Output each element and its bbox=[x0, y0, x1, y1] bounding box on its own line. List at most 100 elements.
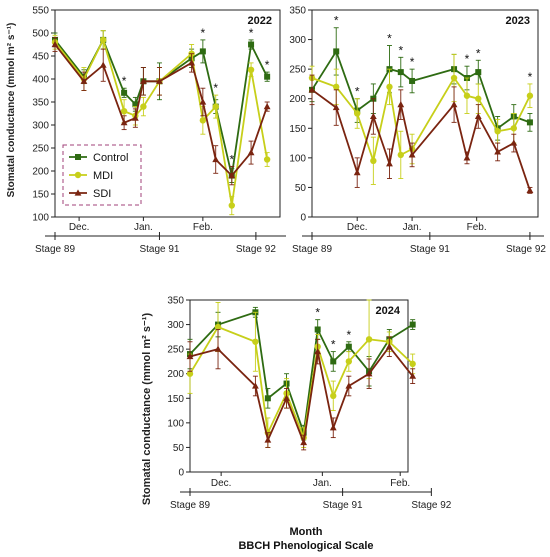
data-point bbox=[463, 154, 471, 161]
data-point bbox=[228, 202, 235, 209]
data-point bbox=[214, 323, 222, 331]
y-tick-label: 350 bbox=[32, 98, 49, 109]
month-label: Jan. bbox=[313, 478, 332, 489]
data-point bbox=[370, 157, 377, 165]
data-point bbox=[330, 358, 337, 365]
stage-label: Stage 92 bbox=[411, 500, 451, 511]
data-point bbox=[100, 36, 107, 44]
data-point bbox=[156, 77, 163, 84]
month-label: Dec. bbox=[211, 478, 232, 489]
data-point bbox=[308, 86, 316, 93]
series-sdi bbox=[186, 329, 417, 451]
data-point bbox=[264, 73, 271, 80]
panel-title: 2023 bbox=[506, 15, 530, 27]
y-tick-label: 150 bbox=[289, 124, 306, 135]
significance-asterisk: * bbox=[398, 43, 403, 57]
data-point bbox=[186, 370, 194, 377]
data-point bbox=[263, 103, 271, 110]
series-sdi bbox=[51, 37, 271, 186]
data-point bbox=[264, 436, 272, 443]
data-point bbox=[333, 48, 340, 55]
y-tick-label: 100 bbox=[32, 213, 49, 224]
data-point bbox=[494, 128, 501, 135]
month-label: Feb. bbox=[193, 222, 213, 233]
x-axis-label-month: Month bbox=[290, 526, 323, 538]
data-point bbox=[329, 424, 337, 431]
significance-asterisk: * bbox=[331, 338, 336, 352]
data-point bbox=[526, 92, 534, 99]
data-point bbox=[463, 92, 471, 99]
data-point bbox=[228, 172, 236, 179]
data-point bbox=[450, 74, 458, 82]
data-point bbox=[199, 48, 206, 55]
panel-title: 2022 bbox=[248, 15, 272, 27]
stage-label: Stage 91 bbox=[410, 244, 450, 255]
data-point bbox=[283, 394, 290, 401]
data-point bbox=[386, 83, 393, 91]
data-point bbox=[408, 151, 416, 158]
legend-label: MDI bbox=[93, 170, 113, 182]
data-point bbox=[252, 338, 259, 345]
y-tick-label: 0 bbox=[300, 213, 306, 224]
series-line bbox=[189, 325, 414, 442]
y-tick-label: 50 bbox=[295, 183, 307, 194]
legend-marker bbox=[75, 154, 81, 160]
data-point bbox=[385, 343, 393, 350]
y-tick-label: 450 bbox=[32, 52, 49, 63]
y-tick-label: 100 bbox=[167, 418, 184, 429]
y-tick-label: 0 bbox=[178, 468, 184, 479]
data-point bbox=[526, 119, 533, 126]
series-line bbox=[189, 311, 414, 433]
data-point bbox=[332, 103, 340, 111]
stage-label: Stage 91 bbox=[139, 244, 179, 255]
data-point bbox=[474, 112, 482, 120]
month-label: Feb. bbox=[390, 478, 410, 489]
data-point bbox=[526, 186, 534, 193]
y-tick-label: 200 bbox=[167, 369, 184, 380]
y-tick-label: 300 bbox=[32, 121, 49, 132]
significance-asterisk: * bbox=[213, 81, 218, 95]
series-mdi bbox=[308, 53, 534, 185]
significance-asterisk: * bbox=[249, 26, 254, 40]
data-point bbox=[354, 110, 361, 117]
y-tick-label: 400 bbox=[32, 75, 49, 86]
y-tick-label: 550 bbox=[32, 6, 49, 17]
legend-marker bbox=[74, 189, 82, 196]
y-tick-label: 350 bbox=[167, 296, 184, 307]
series-control bbox=[187, 306, 416, 441]
y-tick-label: 150 bbox=[32, 190, 49, 201]
y-tick-label: 300 bbox=[167, 320, 184, 331]
y-tick-label: 350 bbox=[289, 6, 306, 17]
data-point bbox=[409, 360, 416, 368]
significance-asterisk: * bbox=[315, 306, 320, 320]
data-point bbox=[345, 358, 353, 365]
significance-asterisk: * bbox=[201, 26, 206, 40]
data-point bbox=[247, 149, 255, 156]
data-point bbox=[369, 112, 377, 120]
stage-label: Stage 92 bbox=[236, 244, 276, 255]
series-line bbox=[189, 345, 414, 446]
data-point bbox=[345, 343, 352, 350]
plot-frame bbox=[311, 9, 539, 218]
y-axis-label-bottom: Stomatal conductance (mmol m² s⁻¹) bbox=[141, 313, 153, 506]
series-control bbox=[309, 27, 533, 141]
data-point bbox=[314, 326, 321, 333]
significance-asterisk: * bbox=[334, 14, 339, 28]
data-point bbox=[212, 103, 219, 110]
y-tick-label: 250 bbox=[167, 345, 184, 356]
data-point bbox=[199, 98, 207, 105]
significance-asterisk: * bbox=[355, 85, 360, 99]
legend-label: Control bbox=[93, 152, 128, 164]
significance-asterisk: * bbox=[265, 58, 270, 72]
y-tick-label: 200 bbox=[32, 167, 49, 178]
data-point bbox=[409, 321, 416, 328]
y-tick-label: 150 bbox=[167, 394, 184, 405]
data-point bbox=[140, 103, 147, 110]
stage-label: Stage 89 bbox=[292, 244, 332, 255]
data-point bbox=[80, 77, 88, 84]
y-tick-label: 200 bbox=[289, 94, 306, 105]
data-point bbox=[353, 169, 361, 176]
data-point bbox=[252, 382, 259, 389]
data-point bbox=[99, 61, 107, 68]
data-point bbox=[248, 41, 255, 48]
